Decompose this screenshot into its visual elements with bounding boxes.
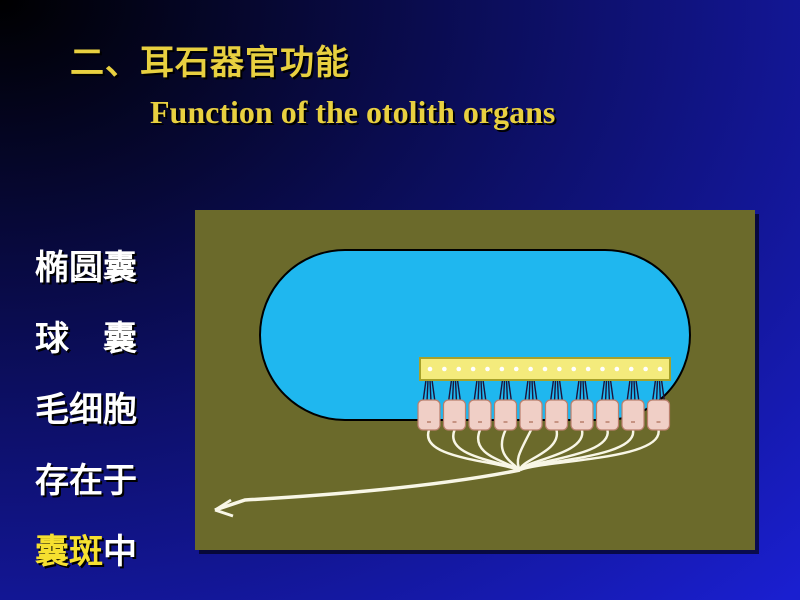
label-item: 毛细胞 (35, 382, 137, 431)
label-item: 囊斑中 (35, 524, 137, 573)
label-item: 存在于 (35, 453, 137, 502)
diagram-container (195, 210, 755, 550)
label-item: 球 囊 (35, 311, 137, 360)
label-item: 椭圆囊 (35, 240, 137, 289)
title-en: Function of the otolith organs (150, 94, 555, 131)
title-cn: 二、耳石器官功能 (70, 35, 555, 84)
otolith-diagram (195, 210, 755, 550)
label-list: 椭圆囊球 囊毛细胞存在于囊斑中 (35, 240, 137, 595)
